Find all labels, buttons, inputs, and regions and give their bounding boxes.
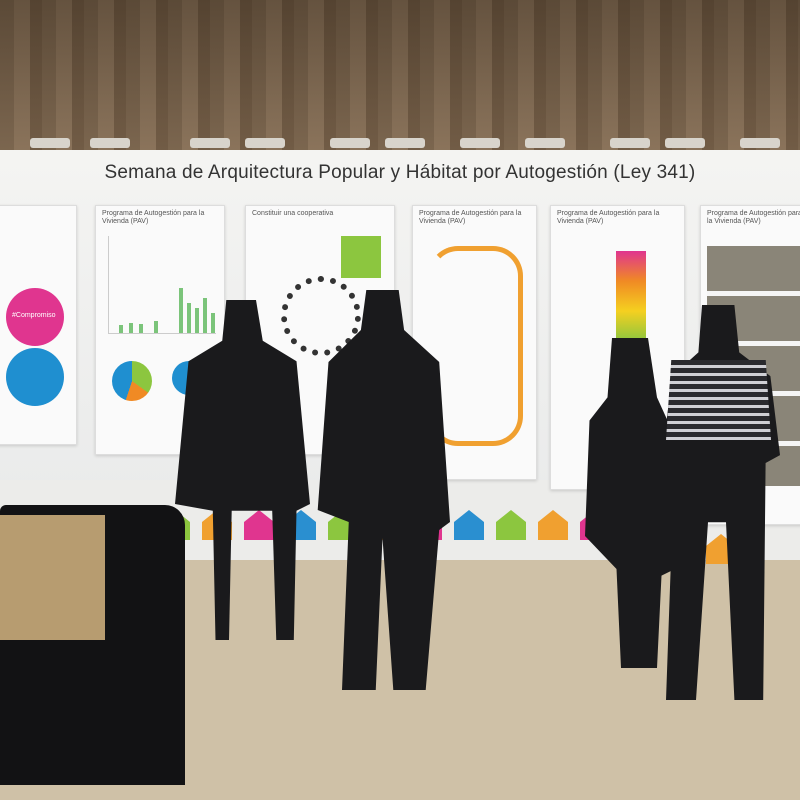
pie-graphic: [112, 361, 152, 401]
spotlight: [740, 138, 780, 148]
house-icon: [454, 510, 484, 540]
house-icon: [496, 510, 526, 540]
green-box: [341, 236, 381, 278]
house-icon: [244, 510, 274, 540]
spotlight: [525, 138, 565, 148]
bar-chart-graphic: [108, 236, 216, 334]
spotlight: [610, 138, 650, 148]
people-circle-graphic: [281, 276, 361, 356]
spotlight: [245, 138, 285, 148]
poster-panel: #Compromiso: [0, 205, 77, 445]
spotlight: [460, 138, 500, 148]
spotlight: [30, 138, 70, 148]
striped-sweater: [666, 360, 771, 440]
table-runner: [0, 515, 105, 640]
spotlight: [665, 138, 705, 148]
house-icon: [538, 510, 568, 540]
process-path-graphic: [428, 246, 523, 446]
spotlight: [90, 138, 130, 148]
banner-title: Semana de Arquitectura Popular y Hábitat…: [104, 162, 696, 183]
blue-circle: [6, 348, 64, 406]
spotlight: [190, 138, 230, 148]
spotlight: [330, 138, 370, 148]
magenta-circle: #Compromiso: [6, 288, 64, 346]
scale-graphic: [616, 251, 646, 341]
spotlight: [385, 138, 425, 148]
